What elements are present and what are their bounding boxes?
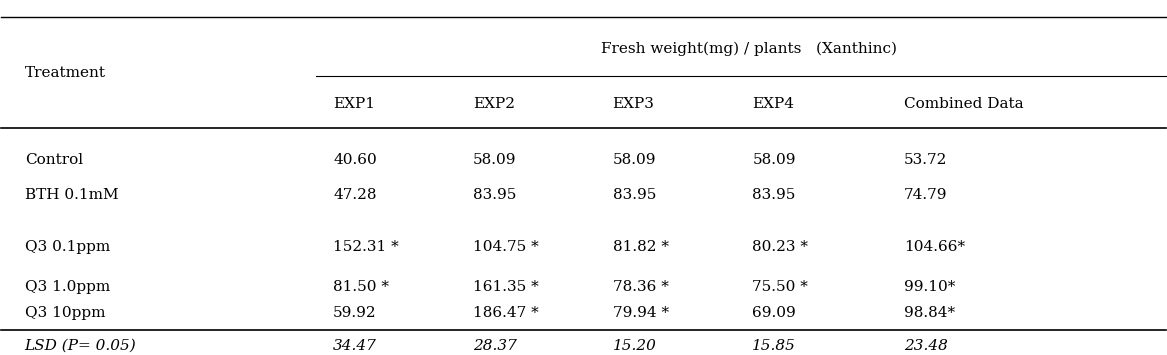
Text: 58.09: 58.09 xyxy=(613,153,656,167)
Text: EXP1: EXP1 xyxy=(334,97,376,111)
Text: 104.66*: 104.66* xyxy=(903,240,965,254)
Text: LSD (P= 0.05): LSD (P= 0.05) xyxy=(25,339,137,353)
Text: 104.75 *: 104.75 * xyxy=(473,240,539,254)
Text: 69.09: 69.09 xyxy=(753,306,796,320)
Text: 34.47: 34.47 xyxy=(334,339,377,353)
Text: Q3 10ppm: Q3 10ppm xyxy=(25,306,105,320)
Text: Combined Data: Combined Data xyxy=(903,97,1023,111)
Text: 58.09: 58.09 xyxy=(473,153,517,167)
Text: BTH 0.1mM: BTH 0.1mM xyxy=(25,187,118,202)
Text: EXP4: EXP4 xyxy=(753,97,795,111)
Text: 152.31 *: 152.31 * xyxy=(334,240,399,254)
Text: Fresh weight(mg) / plants   (Xanthinc): Fresh weight(mg) / plants (Xanthinc) xyxy=(601,41,897,56)
Text: 81.82 *: 81.82 * xyxy=(613,240,669,254)
Text: 83.95: 83.95 xyxy=(613,187,656,202)
Text: 81.50 *: 81.50 * xyxy=(334,280,389,294)
Text: 83.95: 83.95 xyxy=(753,187,796,202)
Text: Q3 1.0ppm: Q3 1.0ppm xyxy=(25,280,110,294)
Text: Treatment: Treatment xyxy=(25,66,106,80)
Text: Q3 0.1ppm: Q3 0.1ppm xyxy=(25,240,110,254)
Text: 59.92: 59.92 xyxy=(334,306,377,320)
Text: 47.28: 47.28 xyxy=(334,187,377,202)
Text: 80.23 *: 80.23 * xyxy=(753,240,809,254)
Text: 75.50 *: 75.50 * xyxy=(753,280,809,294)
Text: 99.10*: 99.10* xyxy=(903,280,955,294)
Text: 28.37: 28.37 xyxy=(473,339,517,353)
Text: EXP2: EXP2 xyxy=(473,97,515,111)
Text: 58.09: 58.09 xyxy=(753,153,796,167)
Text: 15.20: 15.20 xyxy=(613,339,657,353)
Text: 53.72: 53.72 xyxy=(903,153,948,167)
Text: 15.85: 15.85 xyxy=(753,339,796,353)
Text: 40.60: 40.60 xyxy=(334,153,377,167)
Text: 74.79: 74.79 xyxy=(903,187,948,202)
Text: 78.36 *: 78.36 * xyxy=(613,280,669,294)
Text: Control: Control xyxy=(25,153,83,167)
Text: 186.47 *: 186.47 * xyxy=(473,306,539,320)
Text: 98.84*: 98.84* xyxy=(903,306,955,320)
Text: 23.48: 23.48 xyxy=(903,339,948,353)
Text: EXP3: EXP3 xyxy=(613,97,655,111)
Text: 83.95: 83.95 xyxy=(473,187,516,202)
Text: 79.94 *: 79.94 * xyxy=(613,306,669,320)
Text: 161.35 *: 161.35 * xyxy=(473,280,539,294)
